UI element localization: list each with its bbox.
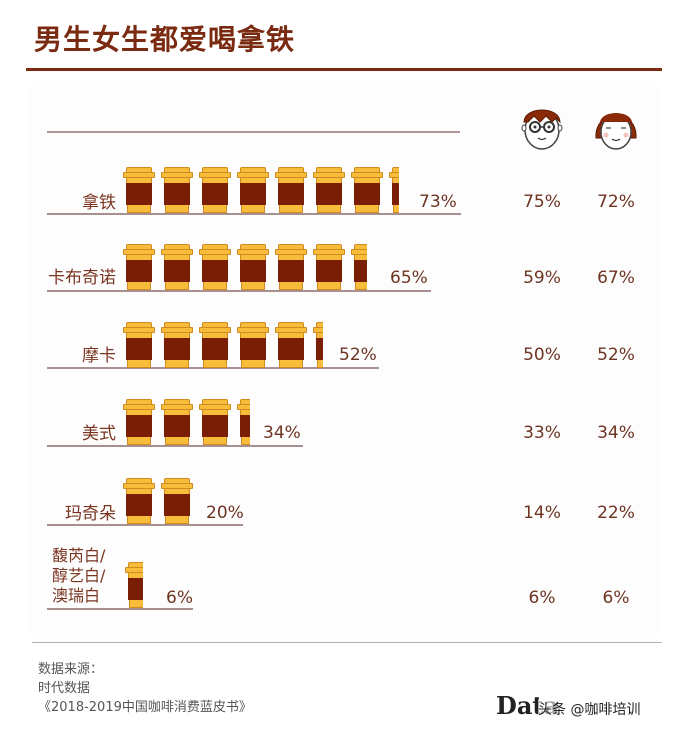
coffee-cup-icon — [313, 244, 345, 290]
source-publisher: 时代数据 — [38, 681, 91, 696]
footer-divider — [32, 642, 662, 643]
coffee-cup-icon — [123, 167, 155, 213]
row-label: 拿铁 — [82, 193, 116, 213]
partial-coffee-cup-icon — [237, 399, 250, 445]
male-percent: 6% — [528, 588, 556, 608]
total-percent: 20% — [206, 503, 244, 523]
coffee-cup-icon — [123, 399, 155, 445]
row-baseline — [47, 213, 461, 215]
total-percent: 34% — [263, 423, 301, 443]
partial-coffee-cup-icon — [125, 562, 143, 608]
coffee-cup-icon — [123, 244, 155, 290]
total-percent: 6% — [166, 588, 193, 608]
girl-bob-hair-face-icon — [595, 113, 637, 150]
male-percent: 14% — [523, 503, 561, 523]
female-percent: 34% — [597, 423, 635, 443]
coffee-cup-icon — [237, 167, 269, 213]
row-label: 摩卡 — [82, 346, 116, 366]
coffee-cup-icon — [161, 478, 193, 524]
coffee-cup-icon — [199, 322, 231, 368]
coffee-cup-icon — [237, 322, 269, 368]
total-percent: 73% — [419, 192, 457, 212]
source-label: 数据来源： — [38, 662, 104, 677]
male-percent: 50% — [523, 345, 561, 365]
male-percent: 75% — [523, 192, 561, 212]
female-percent: 72% — [597, 192, 635, 212]
toutiao-watermark: 头条 @咖啡培训 — [538, 699, 641, 719]
partial-coffee-cup-icon — [389, 167, 399, 213]
total-percent: 52% — [339, 345, 377, 365]
coffee-cup-icon — [275, 244, 307, 290]
coffee-cup-icon — [199, 244, 231, 290]
coffee-cup-icon — [123, 322, 155, 368]
row-baseline — [47, 524, 243, 526]
row-label: 卡布奇诺 — [48, 268, 116, 288]
coffee-cup-icon — [199, 399, 231, 445]
coffee-cup-icon — [351, 167, 383, 213]
title-divider — [26, 68, 662, 71]
row-baseline — [47, 290, 431, 292]
data-source: 数据来源： 时代数据 《2018-2019中国咖啡消费蓝皮书》 — [38, 660, 252, 717]
row-baseline — [47, 608, 193, 610]
chart-title: 男生女生都爱喝拿铁 — [34, 23, 296, 56]
coffee-cup-icon — [275, 167, 307, 213]
female-percent: 6% — [602, 588, 630, 608]
row-baseline — [47, 367, 379, 369]
coffee-cup-icon — [161, 244, 193, 290]
coffee-cup-icon — [123, 478, 155, 524]
row-label: 玛奇朵 — [65, 504, 116, 524]
row-baseline — [47, 445, 303, 447]
coffee-cup-icon — [313, 167, 345, 213]
female-percent: 52% — [597, 345, 635, 365]
source-report: 《2018-2019中国咖啡消费蓝皮书》 — [38, 700, 252, 715]
total-percent: 65% — [390, 268, 428, 288]
coffee-cup-icon — [275, 322, 307, 368]
row-label: 馥芮白/ 醇艺白/ 澳瑞白 — [52, 546, 106, 605]
male-percent: 59% — [523, 268, 561, 288]
coffee-cup-icon — [161, 322, 193, 368]
chart-top-rule — [47, 131, 460, 133]
row-label: 美式 — [82, 424, 116, 444]
male-percent: 33% — [523, 423, 561, 443]
coffee-cup-icon — [161, 399, 193, 445]
partial-coffee-cup-icon — [313, 322, 323, 368]
female-percent: 22% — [597, 503, 635, 523]
partial-coffee-cup-icon — [351, 244, 367, 290]
coffee-cup-icon — [237, 244, 269, 290]
female-percent: 67% — [597, 268, 635, 288]
coffee-cup-icon — [161, 167, 193, 213]
boy-with-glasses-face-icon — [521, 109, 563, 150]
coffee-cup-icon — [199, 167, 231, 213]
